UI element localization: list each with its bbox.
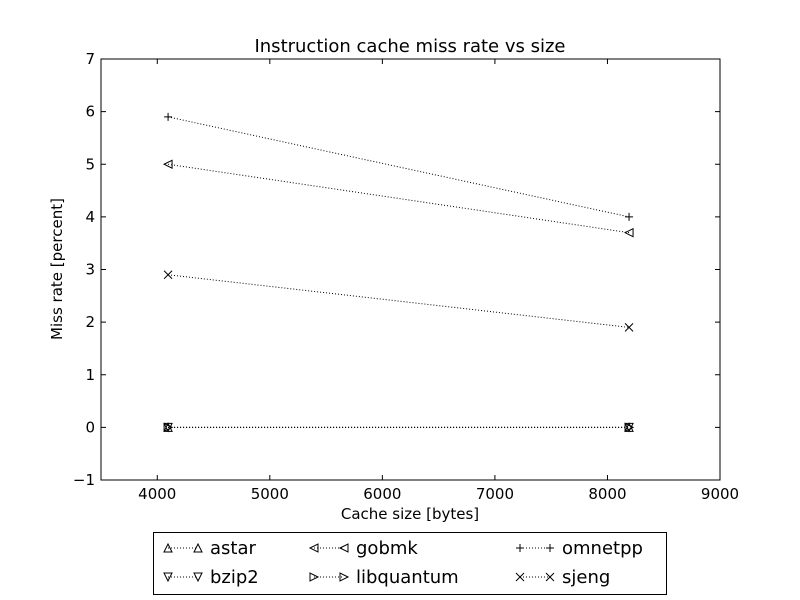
axis-ticks: 4000 5000 6000 7000 8000 9000 −1 0 1 2 3 4 5 6 7 (73, 50, 739, 503)
legend-marker (338, 543, 349, 553)
legend-label: libquantum (356, 566, 459, 588)
legend-item-omnetpp: omnetpp (514, 535, 643, 561)
data-point-bzip2 (163, 422, 173, 433)
legend-marker (163, 542, 173, 553)
x-tick-label: 9000 (701, 485, 739, 503)
x-tick-label: 7000 (476, 485, 514, 503)
legend-marker (515, 572, 525, 582)
x-axis-label: Cache size [bytes] (341, 505, 479, 523)
legend-swatch (309, 572, 350, 582)
legend-label: astar (210, 537, 256, 559)
legend-marker (516, 544, 524, 552)
legend-item-bzip2: bzip2 (162, 564, 259, 590)
legend-marker (545, 572, 555, 582)
data-point-sjeng (163, 270, 173, 280)
legend-marker (309, 572, 320, 582)
data-point-omnetpp (164, 112, 173, 121)
y-tick-label: 7 (85, 50, 95, 68)
legend-swatch (163, 572, 203, 583)
x-tick-label: 6000 (363, 485, 401, 503)
legend-item-gobmk: gobmk (308, 535, 418, 561)
plot-area (100, 58, 721, 481)
legend-marker (308, 543, 319, 553)
series-line-omnetpp (167, 116, 630, 218)
chart-title: Instruction cache miss rate vs size (254, 36, 565, 57)
legend-marker (193, 572, 203, 583)
series-line-sjeng (168, 274, 630, 328)
y-tick-label: 5 (85, 155, 95, 173)
data-point-gobmk (623, 227, 634, 238)
data-point-sjeng (624, 323, 634, 332)
data-point-libquantum (163, 422, 174, 433)
y-tick-label: 2 (85, 313, 95, 331)
y-tick-label: 1 (85, 366, 95, 384)
legend-label: omnetpp (562, 537, 643, 559)
legend-marker (163, 572, 173, 583)
y-tick-label: 3 (85, 261, 95, 279)
x-tick-label: 8000 (588, 485, 626, 503)
legend-label: bzip2 (210, 566, 259, 588)
data-point-bzip2 (624, 422, 634, 433)
series-markers (162, 112, 635, 433)
x-tick-label: 5000 (251, 485, 289, 503)
y-tick-label: 6 (85, 103, 95, 121)
series-lines (167, 116, 630, 428)
legend-marker (193, 542, 203, 553)
legend-swatch (163, 542, 203, 553)
y-tick-label: −1 (73, 471, 95, 489)
legend-item-libquantum: libquantum (308, 564, 459, 590)
legend-swatch (516, 544, 554, 552)
data-point-omnetpp (625, 212, 634, 221)
y-tick-label: 0 (85, 418, 95, 436)
legend: astar bzip2 gobmk libquantum omnetpp sjeng (153, 532, 667, 595)
y-tick-label: 4 (85, 208, 95, 226)
legend-swatch (308, 543, 349, 553)
legend-swatch (515, 572, 555, 582)
data-point-gobmk (162, 159, 173, 170)
legend-label: gobmk (356, 537, 418, 559)
legend-marker (339, 572, 350, 582)
legend-label: sjeng (562, 566, 611, 588)
legend-marker (546, 544, 554, 552)
y-axis-label: Miss rate [percent] (48, 198, 66, 340)
x-tick-label: 4000 (138, 485, 176, 503)
legend-item-sjeng: sjeng (514, 564, 610, 590)
legend-item-astar: astar (162, 535, 256, 561)
data-point-libquantum (624, 422, 635, 433)
